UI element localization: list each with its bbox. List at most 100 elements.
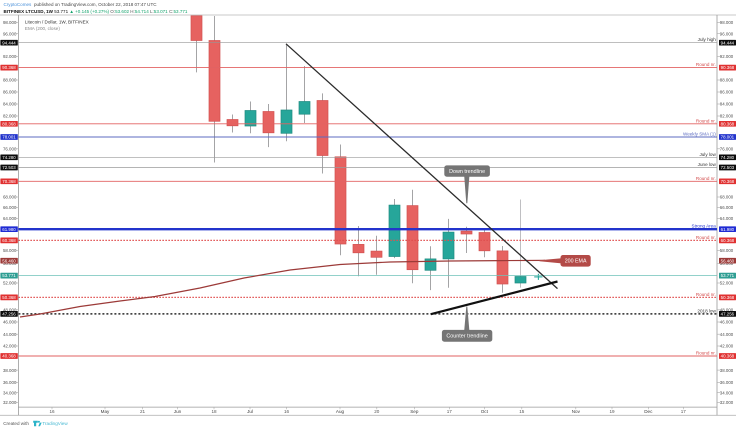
svg-text:50.368: 50.368 — [2, 295, 16, 300]
svg-text:78.001: 78.001 — [721, 135, 735, 140]
svg-text:98.000: 98.000 — [720, 20, 734, 25]
svg-text:BITFINEX LTCUSD, 1W 53.771 ▲ +: BITFINEX LTCUSD, 1W 53.771 ▲ +0.145 (+0.… — [4, 9, 188, 14]
svg-text:72.503: 72.503 — [721, 165, 735, 170]
svg-text:56.460: 56.460 — [2, 258, 16, 263]
svg-text:52.000: 52.000 — [3, 281, 17, 286]
svg-text:CryptoComes: CryptoComes — [4, 2, 33, 7]
svg-text:60.368: 60.368 — [2, 238, 16, 243]
svg-text:44.000: 44.000 — [720, 332, 734, 337]
svg-text:76.000: 76.000 — [720, 147, 734, 152]
svg-text:74.280: 74.280 — [721, 155, 735, 160]
svg-text:88.000: 88.000 — [720, 78, 734, 83]
svg-text:52.000: 52.000 — [720, 281, 734, 286]
svg-text:88.000: 88.000 — [3, 78, 17, 83]
svg-text:2018 low: 2018 low — [697, 308, 716, 313]
svg-text:78.001: 78.001 — [2, 135, 16, 140]
svg-text:Nov: Nov — [572, 409, 581, 414]
svg-text:61.980: 61.980 — [721, 227, 735, 232]
svg-text:Round nr.: Round nr. — [696, 235, 716, 240]
svg-text:36.000: 36.000 — [3, 380, 17, 385]
svg-text:70.368: 70.368 — [2, 179, 16, 184]
svg-text:17: 17 — [681, 409, 687, 414]
svg-text:92.000: 92.000 — [720, 54, 734, 59]
svg-text:90.368: 90.368 — [2, 65, 16, 70]
svg-text:34.000: 34.000 — [720, 390, 734, 395]
svg-text:76.000: 76.000 — [3, 147, 17, 152]
svg-text:Jul: Jul — [247, 409, 253, 414]
svg-text:20: 20 — [374, 409, 380, 414]
svg-text:86.000: 86.000 — [720, 90, 734, 95]
svg-text:TradingView: TradingView — [42, 421, 68, 426]
svg-text:Jun: Jun — [174, 409, 182, 414]
svg-text:56.000: 56.000 — [3, 261, 17, 266]
svg-text:38.000: 38.000 — [720, 368, 734, 373]
svg-text:Counter trendline: Counter trendline — [446, 334, 487, 340]
svg-text:17: 17 — [447, 409, 453, 414]
svg-text:40.368: 40.368 — [721, 354, 735, 359]
svg-text:50.368: 50.368 — [721, 295, 735, 300]
svg-text:47.256: 47.256 — [2, 312, 16, 317]
svg-text:53.771: 53.771 — [721, 273, 735, 278]
svg-text:61.980: 61.980 — [2, 227, 16, 232]
svg-text:72.503: 72.503 — [2, 165, 16, 170]
svg-text:16: 16 — [49, 409, 55, 414]
svg-text:Sep: Sep — [410, 409, 419, 414]
svg-text:June low: June low — [698, 162, 717, 167]
svg-text:82.000: 82.000 — [720, 114, 734, 119]
svg-text:64.000: 64.000 — [720, 216, 734, 221]
svg-text:July high: July high — [698, 37, 717, 42]
svg-text:Strong Area: Strong Area — [692, 224, 717, 229]
svg-text:80.368: 80.368 — [2, 121, 16, 126]
svg-text:Weekly SMA (1): Weekly SMA (1) — [683, 132, 716, 137]
svg-text:18: 18 — [211, 409, 217, 414]
svg-text:15: 15 — [519, 409, 525, 414]
svg-text:64.000: 64.000 — [3, 216, 17, 221]
svg-text:42.000: 42.000 — [720, 344, 734, 349]
svg-text:84.000: 84.000 — [3, 102, 17, 107]
svg-text:published on TradingView.com,: published on TradingView.com, October 22… — [34, 2, 157, 7]
svg-text:58.000: 58.000 — [720, 248, 734, 253]
svg-text:Round nr.: Round nr. — [696, 62, 716, 67]
svg-text:21: 21 — [140, 409, 146, 414]
svg-text:46.000: 46.000 — [720, 320, 734, 325]
svg-text:Round nr.: Round nr. — [696, 118, 716, 123]
svg-text:84.000: 84.000 — [720, 102, 734, 107]
svg-text:82.000: 82.000 — [3, 114, 17, 119]
svg-text:Round nr.: Round nr. — [696, 292, 716, 297]
svg-text:16: 16 — [284, 409, 290, 414]
svg-text:60.368: 60.368 — [721, 238, 735, 243]
svg-text:Oct: Oct — [481, 409, 489, 414]
svg-text:42.000: 42.000 — [3, 344, 17, 349]
svg-text:68.000: 68.000 — [3, 195, 17, 200]
svg-text:47.256: 47.256 — [721, 312, 735, 317]
svg-text:56.460: 56.460 — [721, 258, 735, 263]
svg-text:94.444: 94.444 — [721, 40, 735, 45]
svg-text:Created with: Created with — [3, 421, 29, 426]
svg-text:70.368: 70.368 — [721, 179, 735, 184]
svg-text:36.000: 36.000 — [720, 380, 734, 385]
svg-text:66.000: 66.000 — [3, 205, 17, 210]
svg-text:34.000: 34.000 — [3, 390, 17, 395]
svg-text:Down trendline: Down trendline — [449, 169, 485, 175]
svg-text:48.000: 48.000 — [720, 308, 734, 313]
svg-text:July low: July low — [699, 152, 716, 157]
svg-text:19: 19 — [609, 409, 615, 414]
svg-text:Litecoin / Dollar, 1W, BITFINE: Litecoin / Dollar, 1W, BITFINEX — [25, 19, 89, 24]
svg-text:46.000: 46.000 — [3, 320, 17, 325]
svg-text:38.000: 38.000 — [3, 368, 17, 373]
svg-text:68.000: 68.000 — [720, 195, 734, 200]
svg-text:Dec: Dec — [644, 409, 653, 414]
svg-text:96.000: 96.000 — [3, 31, 17, 36]
svg-text:90.368: 90.368 — [721, 65, 735, 70]
svg-text:66.000: 66.000 — [720, 205, 734, 210]
svg-text:58.000: 58.000 — [3, 248, 17, 253]
svg-text:32.000: 32.000 — [3, 400, 17, 405]
svg-text:53.771: 53.771 — [2, 273, 16, 278]
svg-text:86.000: 86.000 — [3, 90, 17, 95]
svg-text:94.444: 94.444 — [2, 40, 16, 45]
svg-text:92.000: 92.000 — [3, 54, 17, 59]
svg-text:96.000: 96.000 — [720, 31, 734, 36]
svg-text:80.368: 80.368 — [721, 121, 735, 126]
svg-text:200 EMA: 200 EMA — [565, 259, 587, 265]
svg-text:Round nr.: Round nr. — [696, 351, 716, 356]
